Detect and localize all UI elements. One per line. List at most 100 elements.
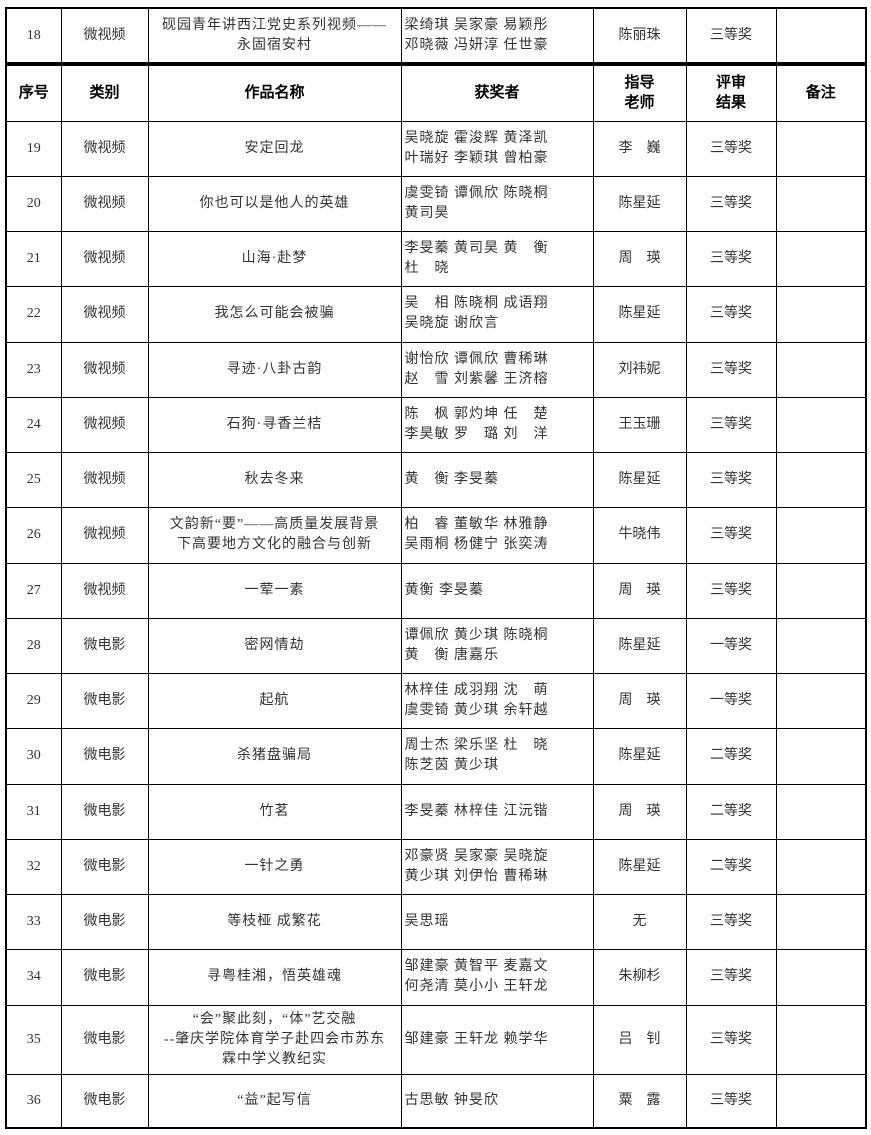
cell-category: 微电影 [60,783,149,840]
cell-advisor: 陈星延 [592,728,687,785]
cell-winners: 邓豪贤 吴家豪 吴晓旋 黄少琪 刘伊怡 曹稀琳 [400,838,594,896]
cell-title: 竹茗 [147,783,402,840]
cell-remarks [775,451,867,509]
cell-no: 18 [5,7,62,64]
award-table-previous-page: 18 微视频 砚园青年讲西江党史系列视频—— 永固宿安村 梁绮琪 吴家豪 易颖彤 邓晓… [5,7,867,64]
table-row: 34 微电影 寻粤桂湘，悟英雄魂 邹建豪 黄智平 麦嘉文 何尧清 莫小小 王轩龙 朱柳杉… [5,949,867,1006]
cell-remarks [775,672,867,730]
cell-category: 微视频 [60,286,149,343]
cell-category: 微电影 [60,617,149,675]
cell-title: 杀猪盘骗局 [147,728,402,785]
cell-category: 微电影 [60,672,149,730]
table-row: 24 微视频 石狗·寻香兰桔陈 枫 郭灼坤 任 楚 李昊敏 罗 璐 刘 洋王玉珊 三等… [5,396,867,454]
cell-winners: 柏 睿 董敏华 林雅静 吴雨桐 杨健宁 张奕涛 [400,507,594,564]
cell-winners: 谭佩欣 黄少琪 陈晓桐 黄 衡 唐嘉乐 [400,617,594,675]
cell-result: 三等奖 [685,341,777,398]
cell-remarks [775,783,867,840]
cell-category: 微视频 [60,562,149,619]
cell-category: 微电影 [60,728,149,785]
cell-winners: 吴 相 陈晓桐 成语翔 吴晓旋 谢欣言 [400,286,594,343]
cell-result: 二等奖 [685,728,777,785]
cell-result: 三等奖 [685,230,777,288]
cell-title: 石狗·寻香兰桔 [147,396,402,454]
cell-no: 28 [5,617,62,675]
cell-result: 三等奖 [685,507,777,564]
table-row: 30 微电影 杀猪盘骗局 周士杰 梁乐坚 杜 晓 陈芝茵 黄少琪 陈星延 二等奖 [5,728,867,785]
cell-winners: 梁绮琪 吴家豪 易颖彤 邓晓薇 冯妍淳 任世豪 [400,7,594,64]
cell-category: 微视频 [60,120,149,177]
cell-remarks [775,341,867,398]
cell-remarks [775,7,867,64]
cell-remarks [775,230,867,288]
table-row: 29 微电影 起航 林梓佳 成羽翔 沈 萌 虞雯锜 黄少琪 余轩越周 瑛一等奖 [5,672,867,730]
cell-advisor: 周 瑛 [592,783,687,840]
table-row: 33 微电影 等枝桠 成繁花 吴思瑶无三等奖 [5,893,867,951]
cell-no: 35 [5,1004,62,1075]
cell-category: 微电影 [60,949,149,1006]
cell-no: 21 [5,230,62,288]
cell-winners: 吴思瑶 [400,893,594,951]
table-row: 31 微电影 竹茗 李旻蓁 林梓佳 江沅锴周 瑛二等奖 [5,783,867,840]
cell-no: 32 [5,838,62,896]
cell-no: 36 [5,1073,62,1129]
table-row: 25 微视频 秋去冬来黄 衡 李旻蓁 陈星延 三等奖 [5,451,867,509]
cell-title: 山海·赴梦 [147,230,402,288]
cell-advisor: 朱柳杉 [592,949,687,1006]
cell-remarks [775,617,867,675]
cell-result: 二等奖 [685,838,777,896]
cell-advisor: 王玉珊 [592,396,687,454]
cell-result: 三等奖 [685,120,777,177]
cell-category: 微视频 [60,175,149,233]
cell-result: 三等奖 [685,7,777,64]
cell-category: 微电影 [60,838,149,896]
table-row: 27 微视频 一荤一素 黄衡 李旻蓁周 瑛三等奖 [5,562,867,619]
cell-remarks [775,893,867,951]
table-row: 32 微电影 一针之勇 邓豪贤 吴家豪 吴晓旋 黄少琪 刘伊怡 曹稀琳 陈星延 二等奖 [5,838,867,896]
table-row: 35 微电影 “会”聚此刻，“体”艺交融 --肇庆学院体育学子赴四会市苏东 霖中学义… [5,1004,867,1075]
cell-result: 三等奖 [685,175,777,233]
cell-winners: 周士杰 梁乐坚 杜 晓 陈芝茵 黄少琪 [400,728,594,785]
cell-result: 二等奖 [685,783,777,840]
cell-no: 20 [5,175,62,233]
cell-title: 砚园青年讲西江党史系列视频—— 永固宿安村 [147,7,402,64]
table-row: 20 微视频 你也可以是他人的英雄 虞雯锜 谭佩欣 陈晓桐 黄司昊 陈星延 三等奖 [5,175,867,233]
cell-remarks [775,1004,867,1075]
cell-no: 31 [5,783,62,840]
table-row: 21 微视频 山海·赴梦 李旻蓁 黄司昊 黄 衡 杜 晓周 瑛三等奖 [5,230,867,288]
cell-remarks [775,562,867,619]
cell-winners: 邹建豪 王轩龙 赖学华 [400,1004,594,1075]
table-row: 26 微视频 文韵新“要”——高质量发展背景 下高要地方文化的融合与创新柏 睿 董敏… [5,507,867,564]
cell-category: 微视频 [60,396,149,454]
cell-advisor: 周 瑛 [592,562,687,619]
cell-category: 微视频 [60,230,149,288]
cell-winners: 虞雯锜 谭佩欣 陈晓桐 黄司昊 [400,175,594,233]
cell-no: 27 [5,562,62,619]
cell-advisor: 粟 露 [592,1073,687,1129]
header-no: 序号 [5,64,62,122]
cell-no: 23 [5,341,62,398]
table-row: 23 微视频 寻迹·八卦古韵 谢怡欣 谭佩欣 曹稀琳 赵 雪 刘紫馨 王济榕 刘祎妮 三等… [5,341,867,398]
cell-title: 寻粤桂湘，悟英雄魂 [147,949,402,1006]
cell-advisor: 吕 钊 [592,1004,687,1075]
cell-remarks [775,175,867,233]
cell-category: 微电影 [60,893,149,951]
header-result: 评审 结果 [685,64,777,122]
cell-no: 22 [5,286,62,343]
cell-result: 一等奖 [685,617,777,675]
cell-title: 寻迹·八卦古韵 [147,341,402,398]
table-row: 19 微视频 安定回龙 吴晓旋 霍浚辉 黄泽凯 叶瑞好 李颖琪 曾柏豪李 巍三等奖 [5,120,867,177]
cell-result: 一等奖 [685,672,777,730]
cell-category: 微视频 [60,507,149,564]
cell-title: 文韵新“要”——高质量发展背景 下高要地方文化的融合与创新 [147,507,402,564]
cell-remarks [775,1073,867,1129]
cell-advisor: 陈丽珠 [592,7,687,64]
cell-title: 秋去冬来 [147,451,402,509]
cell-winners: 李旻蓁 黄司昊 黄 衡 杜 晓 [400,230,594,288]
cell-no: 24 [5,396,62,454]
table-row: 36 微电影 “益”起写信 古思敏 钟旻欣粟 露三等奖 [5,1073,867,1129]
cell-advisor: 陈星延 [592,451,687,509]
header-title: 作品名称 [147,64,402,122]
cell-result: 三等奖 [685,1073,777,1129]
cell-advisor: 陈星延 [592,617,687,675]
cell-winners: 古思敏 钟旻欣 [400,1073,594,1129]
